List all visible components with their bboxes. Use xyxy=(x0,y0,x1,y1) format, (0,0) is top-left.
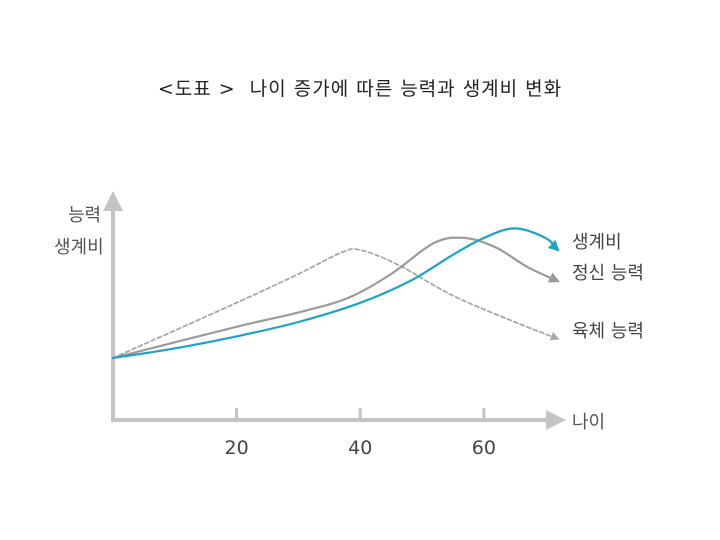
series-line xyxy=(111,227,560,360)
y-axis-label-line-2: 생계비 xyxy=(54,237,104,258)
x-tick-label: 40 xyxy=(348,437,372,459)
x-tick-label: 60 xyxy=(472,437,496,459)
x-axis-label: 나이 xyxy=(572,412,605,433)
y-axis-label-line-1: 능력 xyxy=(68,205,101,226)
x-tick-label: 20 xyxy=(225,437,249,459)
series-line xyxy=(112,247,560,359)
series-line xyxy=(111,236,560,360)
series-label: 생계비 xyxy=(572,232,622,253)
series-label: 육체 능력 xyxy=(572,321,644,342)
chart-title: <도표 > 나이 증가에 따른 능력과 생계비 변화 xyxy=(157,78,563,100)
series-label: 정신 능력 xyxy=(572,263,644,284)
